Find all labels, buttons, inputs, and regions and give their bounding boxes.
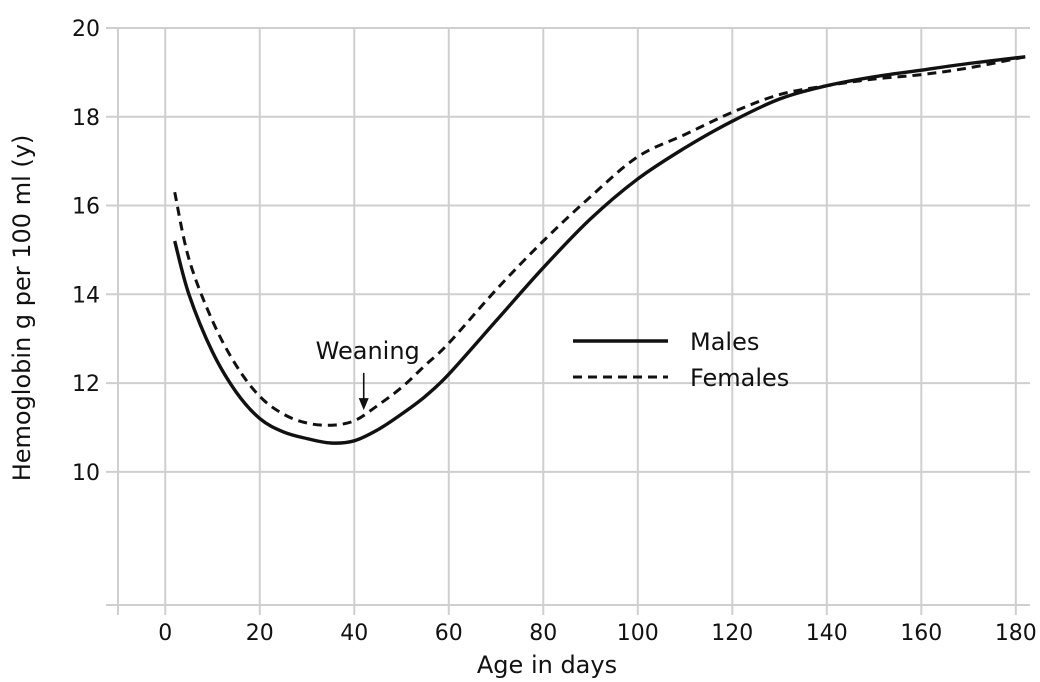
x-tick-label: 80	[529, 621, 557, 646]
y-tick-label: 14	[72, 283, 100, 308]
y-tick-label: 10	[72, 461, 100, 486]
x-tick-label: 60	[435, 621, 463, 646]
weaning-annotation-label: Weaning	[316, 337, 420, 365]
legend: Males Females	[573, 328, 789, 392]
y-axis-title: Hemoglobin g per 100 ml (y)	[8, 135, 36, 482]
y-tick-label: 16	[72, 195, 100, 220]
x-tick-label: 40	[340, 621, 368, 646]
legend-label-males: Males	[690, 328, 759, 356]
series-line-females	[173, 55, 1026, 427]
annotations: Weaning	[316, 337, 420, 411]
x-tick-label: 100	[617, 621, 659, 646]
weaning-arrow-head	[358, 398, 369, 411]
x-tick-label: 160	[900, 621, 942, 646]
legend-label-females: Females	[690, 364, 789, 392]
series-line-males	[173, 55, 1026, 445]
x-axis-title: Age in days	[477, 651, 617, 679]
y-tick-label: 20	[72, 17, 100, 42]
x-tick-label: 140	[806, 621, 848, 646]
grid	[106, 27, 1030, 615]
axes: 0 20 40 60 80 100 120 140 160 180 10 12 14 16 18 20	[72, 17, 1037, 646]
x-tick-label: 120	[711, 621, 753, 646]
series-lines	[173, 55, 1026, 445]
x-tick-label: 0	[158, 621, 172, 646]
x-tick-label: 20	[246, 621, 274, 646]
x-tick-label: 180	[995, 621, 1037, 646]
y-tick-label: 12	[72, 372, 100, 397]
y-tick-label: 18	[72, 106, 100, 131]
